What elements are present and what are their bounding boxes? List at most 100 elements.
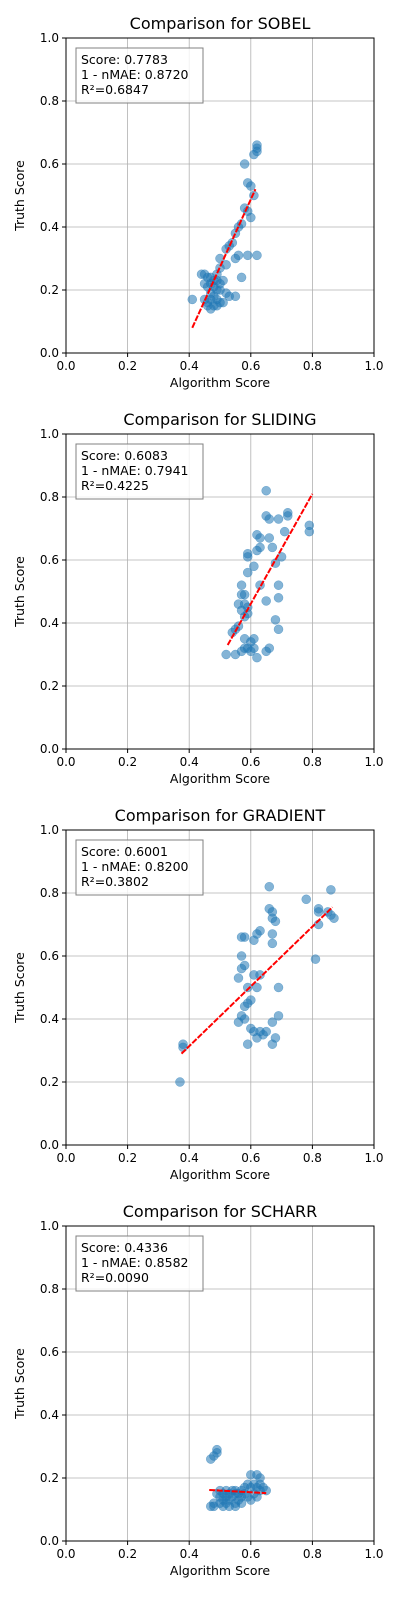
y-tick-label: 0.6	[40, 1345, 59, 1359]
stats-line: 1 - nMAE: 0.8720	[81, 67, 189, 82]
stats-line: R²=0.0090	[81, 1270, 149, 1285]
data-point	[249, 191, 258, 200]
data-point	[265, 515, 274, 524]
data-point	[234, 974, 243, 983]
chart-panel: Comparison for GRADIENT0.00.00.20.20.40.…	[12, 806, 384, 1182]
data-point	[237, 964, 246, 973]
data-point	[265, 882, 274, 891]
data-point	[240, 590, 249, 599]
y-tick-label: 1.0	[40, 31, 59, 45]
data-point	[209, 1502, 218, 1511]
y-tick-label: 0.0	[40, 346, 59, 360]
data-point	[175, 1078, 184, 1087]
x-axis-label: Algorithm Score	[170, 1167, 271, 1182]
data-point	[271, 917, 280, 926]
data-point	[234, 1018, 243, 1027]
data-point	[188, 295, 197, 304]
data-point	[231, 650, 240, 659]
stats-line: Score: 0.6001	[81, 844, 168, 859]
data-point	[252, 546, 261, 555]
x-tick-label: 0.6	[241, 359, 260, 373]
y-tick-label: 0.4	[40, 616, 59, 630]
stats-line: 1 - nMAE: 0.7941	[81, 463, 189, 478]
x-tick-label: 0.2	[118, 755, 137, 769]
x-tick-label: 0.8	[303, 359, 322, 373]
stats-line: R²=0.3802	[81, 874, 149, 889]
chart-title: Comparison for SLIDING	[123, 410, 316, 429]
data-point	[265, 533, 274, 542]
x-tick-label: 0.8	[303, 755, 322, 769]
x-tick-label: 0.2	[118, 1151, 137, 1165]
data-point	[274, 515, 283, 524]
data-point	[314, 907, 323, 916]
x-tick-label: 0.4	[180, 1547, 199, 1561]
x-tick-label: 1.0	[364, 1547, 383, 1561]
data-point	[243, 552, 252, 561]
data-point	[268, 929, 277, 938]
stats-line: 1 - nMAE: 0.8200	[81, 859, 189, 874]
y-tick-label: 0.6	[40, 157, 59, 171]
y-tick-label: 0.8	[40, 490, 59, 504]
data-point	[240, 160, 249, 169]
stats-line: Score: 0.4336	[81, 1240, 168, 1255]
data-point	[243, 1040, 252, 1049]
data-point	[249, 936, 258, 945]
x-tick-label: 0.0	[56, 1151, 75, 1165]
x-tick-label: 0.6	[241, 1151, 260, 1165]
y-tick-label: 0.8	[40, 886, 59, 900]
y-axis-label: Truth Score	[12, 160, 27, 232]
y-axis-label: Truth Score	[12, 952, 27, 1024]
stats-line: Score: 0.6083	[81, 448, 168, 463]
data-point	[329, 914, 338, 923]
data-point	[222, 650, 231, 659]
data-point	[206, 1455, 215, 1464]
data-point	[305, 527, 314, 536]
stats-line: R²=0.6847	[81, 82, 149, 97]
y-tick-label: 0.6	[40, 553, 59, 567]
y-tick-label: 0.2	[40, 1075, 59, 1089]
data-point	[252, 1033, 261, 1042]
x-axis-label: Algorithm Score	[170, 1563, 271, 1578]
x-tick-label: 0.4	[180, 1151, 199, 1165]
data-point	[274, 593, 283, 602]
y-tick-label: 0.8	[40, 1282, 59, 1296]
data-point	[216, 298, 225, 307]
data-point	[231, 292, 240, 301]
data-point	[252, 653, 261, 662]
data-point	[274, 625, 283, 634]
x-tick-label: 0.6	[241, 1547, 260, 1561]
y-tick-label: 0.0	[40, 1534, 59, 1548]
y-tick-label: 0.0	[40, 1138, 59, 1152]
data-point	[179, 1043, 188, 1052]
x-tick-label: 0.6	[241, 755, 260, 769]
y-tick-label: 0.4	[40, 1012, 59, 1026]
data-point	[246, 182, 255, 191]
y-tick-label: 1.0	[40, 1219, 59, 1233]
chart-title: Comparison for SCHARR	[123, 1202, 318, 1221]
y-tick-label: 0.2	[40, 1471, 59, 1485]
data-point	[237, 952, 246, 961]
x-tick-label: 0.2	[118, 359, 137, 373]
stats-line: Score: 0.7783	[81, 52, 168, 67]
y-tick-label: 0.8	[40, 94, 59, 108]
y-tick-label: 0.2	[40, 679, 59, 693]
x-tick-label: 1.0	[364, 1151, 383, 1165]
y-tick-label: 0.0	[40, 742, 59, 756]
y-tick-label: 0.4	[40, 1408, 59, 1422]
data-point	[237, 273, 246, 282]
data-point	[256, 533, 265, 542]
x-tick-label: 0.0	[56, 359, 75, 373]
data-point	[326, 885, 335, 894]
data-point	[302, 895, 311, 904]
data-point	[262, 486, 271, 495]
x-tick-label: 1.0	[364, 359, 383, 373]
data-point	[268, 543, 277, 552]
stats-line: R²=0.4225	[81, 478, 149, 493]
y-tick-label: 0.2	[40, 283, 59, 297]
data-point	[268, 1018, 277, 1027]
data-point	[231, 229, 240, 238]
data-point	[237, 581, 246, 590]
x-tick-label: 0.0	[56, 1547, 75, 1561]
x-tick-label: 0.8	[303, 1547, 322, 1561]
